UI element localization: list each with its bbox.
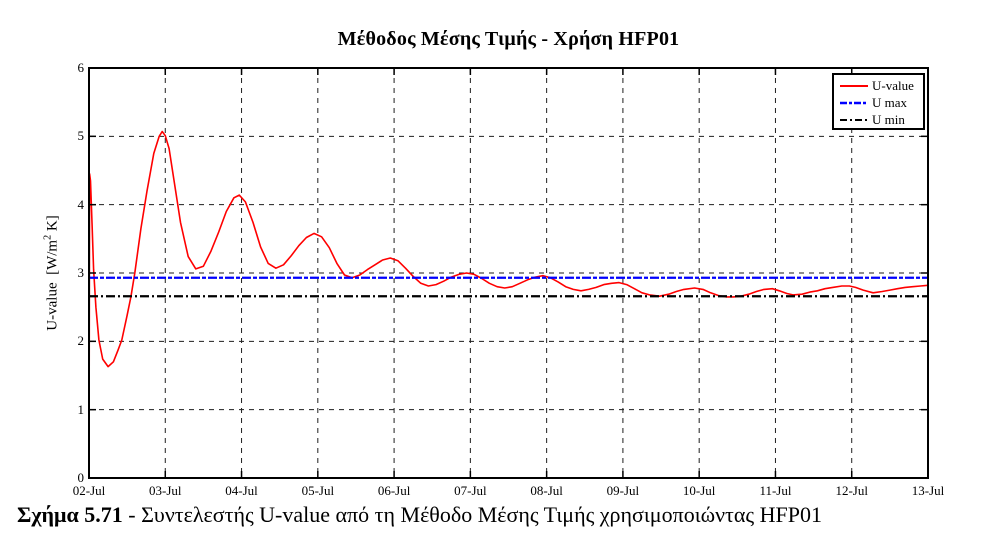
legend-line-dashed-icon [840, 101, 868, 104]
legend-item-u-min: U min [839, 111, 923, 128]
x-tick-label: 03-Jul [149, 483, 182, 498]
figure-number: Σχήμα 5.71 [17, 502, 123, 527]
legend-line-solid-icon [840, 84, 868, 87]
x-tick-label: 02-Jul [72, 483, 106, 498]
legend-label: U max [872, 94, 908, 110]
x-tick-label: 11-Jul [759, 483, 792, 498]
legend-line-dashdot-icon [840, 118, 868, 121]
chart-title: Μέθοδος Μέσης Τιμής - Χρήση HFP01 [337, 28, 680, 50]
legend: U-value U max U min [832, 73, 925, 130]
legend-label: U-value [872, 77, 914, 93]
legend-item-u-value: U-value [839, 77, 923, 94]
y-tick-label: 4 [77, 196, 85, 212]
x-tick-label: 08-Jul [530, 483, 563, 498]
x-tick-label: 13-Jul [911, 483, 945, 498]
figure-caption-text: - Συντελεστής U-value από τη Μέθοδο Μέση… [122, 502, 822, 527]
x-tick-label: 12-Jul [835, 483, 868, 498]
y-axis-label-unit: K] [44, 215, 61, 235]
x-tick-label: 10-Jul [682, 483, 716, 498]
y-tick-label: 2 [77, 333, 85, 349]
figure-caption: Σχήμα 5.71 - Συντελεστής U-value από τη … [17, 502, 992, 528]
x-tick-label: 09-Jul [606, 483, 640, 498]
y-tick-label: 0 [77, 470, 85, 485]
y-tick-label: 3 [77, 265, 85, 280]
y-axis-label-text: U-value [W/m [44, 239, 61, 331]
x-tick-label: 04-Jul [225, 483, 258, 498]
legend-item-u-max: U max [839, 94, 923, 111]
x-tick-label: 05-Jul [301, 483, 335, 498]
x-tick-label: 06-Jul [377, 483, 411, 498]
x-tick-label: 07-Jul [454, 483, 487, 498]
y-axis-label-superscript: 2 [42, 234, 54, 240]
legend-label: U min [872, 111, 905, 127]
y-tick-label: 5 [77, 128, 85, 144]
y-tick-label: 1 [77, 401, 85, 417]
y-tick-label: 6 [77, 60, 85, 75]
